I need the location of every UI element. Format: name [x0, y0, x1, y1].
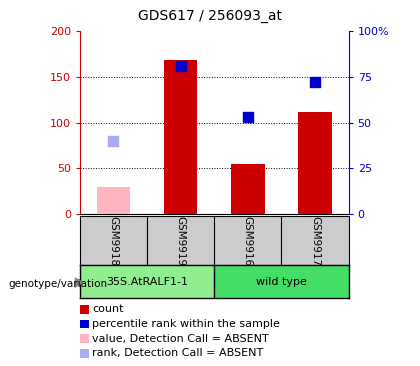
Text: percentile rank within the sample: percentile rank within the sample [92, 319, 280, 329]
Bar [164, 60, 197, 214]
Polygon shape [75, 277, 84, 288]
Bar [97, 187, 130, 214]
Text: genotype/variation: genotype/variation [8, 279, 108, 289]
Point [177, 63, 184, 69]
Text: count: count [92, 304, 124, 314]
Text: GSM9919: GSM9919 [176, 216, 186, 266]
Point [110, 138, 117, 144]
Text: GDS617 / 256093_at: GDS617 / 256093_at [138, 9, 282, 23]
Text: wild type: wild type [256, 277, 307, 287]
Point [312, 79, 318, 85]
Bar [298, 112, 332, 214]
Text: GSM9918: GSM9918 [108, 216, 118, 266]
Text: value, Detection Call = ABSENT: value, Detection Call = ABSENT [92, 333, 269, 344]
Text: 35S.AtRALF1-1: 35S.AtRALF1-1 [106, 277, 188, 287]
Text: rank, Detection Call = ABSENT: rank, Detection Call = ABSENT [92, 348, 264, 358]
Bar [231, 164, 265, 214]
Text: GSM9916: GSM9916 [243, 216, 253, 266]
Point [244, 114, 251, 120]
Text: GSM9917: GSM9917 [310, 216, 320, 266]
